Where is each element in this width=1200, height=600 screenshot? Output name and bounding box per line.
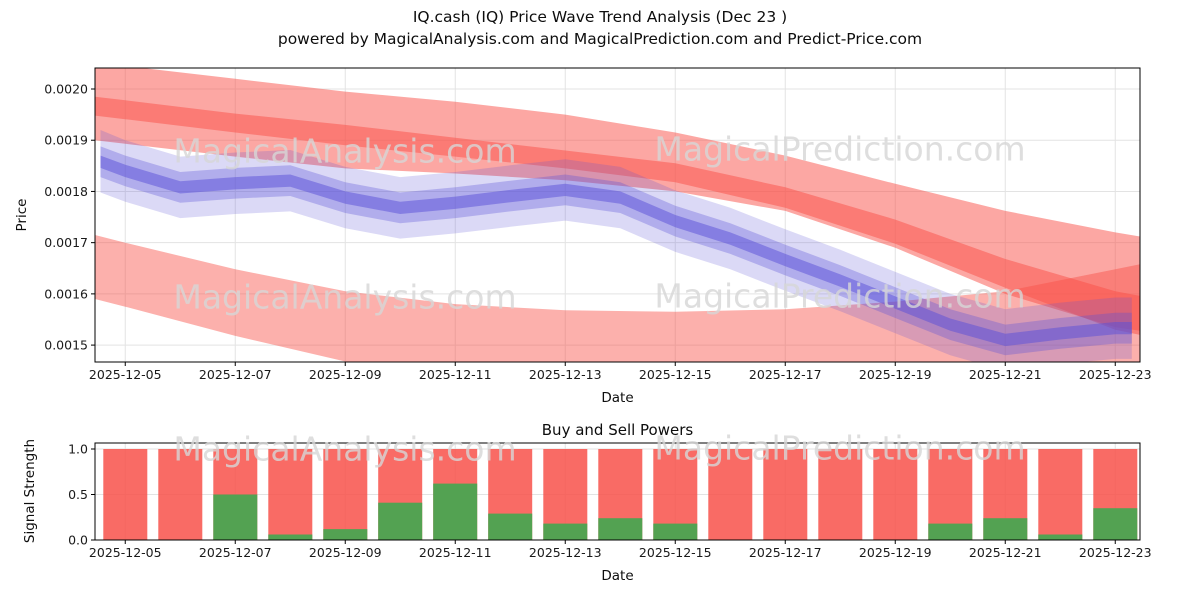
watermark-magicalanalysis-mid: MagicalAnalysis.com [173, 277, 517, 317]
buy-power-bar [1093, 508, 1138, 540]
bar-chart-title: Buy and Sell Powers [541, 421, 694, 439]
gridlines [95, 68, 1140, 362]
x-tick-label: 2025-12-11 [419, 367, 492, 382]
x-tick-label: 2025-12-19 [859, 367, 932, 382]
y-tick-label: 0.0 [68, 533, 88, 548]
red-upper-forecast-band [95, 68, 1140, 331]
x-tick-label: 2025-12-15 [639, 367, 712, 382]
y-tick-label: 0.0018 [44, 184, 88, 199]
buy-power-bar [378, 502, 423, 540]
sell-power-bar [378, 449, 423, 540]
y-tick-label: 0.0017 [44, 235, 88, 250]
watermark-magicalanalysis-top: MagicalAnalysis.com [173, 131, 517, 171]
x-tick-label: 2025-12-07 [199, 367, 272, 382]
gridlines [95, 443, 1140, 541]
blue-mid-wave-band [100, 146, 1132, 356]
x-tick-label: 2025-12-23 [1079, 545, 1152, 560]
x-tick-label: 2025-12-21 [969, 545, 1042, 560]
signal-bars [103, 449, 1138, 540]
y-tick-label: 1.0 [68, 442, 88, 457]
sell-power-bar [1093, 449, 1138, 540]
x-tick-label: 2025-12-09 [309, 545, 382, 560]
sell-power-bar [543, 449, 588, 540]
trend-bands [95, 68, 1140, 362]
sell-power-bar [103, 449, 148, 540]
y-tick-label: 0.0020 [44, 82, 88, 97]
buy-power-bar [598, 518, 643, 540]
buy-power-bar [543, 523, 588, 540]
x-tick-label: 2025-12-21 [969, 367, 1042, 382]
buy-power-bar [323, 529, 368, 540]
buy-power-bar [1038, 534, 1083, 540]
red-core-trend-band [95, 96, 1140, 335]
x-tick-label: 2025-12-09 [309, 367, 382, 382]
x-tick-label: 2025-12-23 [1079, 367, 1152, 382]
blue-outer-wave-band [100, 130, 1132, 362]
buy-power-bar [488, 513, 533, 540]
x-tick-label: 2025-12-19 [859, 545, 932, 560]
buy-power-bar [433, 483, 478, 540]
y-tick-label: 0.5 [68, 487, 88, 502]
signal-strength-axis-label: Signal Strength [22, 438, 38, 544]
price-axis-label: Price [14, 198, 30, 232]
sell-power-bar [763, 449, 808, 540]
sell-power-bar [598, 449, 643, 540]
plot-frame [94, 442, 1141, 541]
y-tick-label: 0.0019 [44, 133, 88, 148]
sell-power-bar [708, 449, 753, 540]
plot-frame [94, 67, 1141, 363]
sell-power-bar [653, 449, 698, 540]
x-tick-label: 2025-12-05 [89, 545, 162, 560]
sell-power-bar [983, 449, 1028, 540]
sell-power-bar [928, 449, 973, 540]
buy-power-bar [928, 523, 973, 540]
sell-power-bar [433, 449, 478, 540]
buy-power-bar [653, 523, 698, 540]
x-tick-label: 2025-12-17 [749, 367, 822, 382]
sell-power-bar [323, 449, 368, 540]
chart-subtitle: powered by MagicalAnalysis.com and Magic… [277, 30, 923, 48]
sell-power-bar [213, 449, 258, 540]
sell-power-bar [268, 449, 313, 540]
chart-title: IQ.cash (IQ) Price Wave Trend Analysis (… [412, 8, 788, 26]
sell-power-bar [158, 449, 203, 540]
red-lower-forecast-band [95, 235, 1140, 362]
buy-power-bar [268, 534, 313, 540]
sell-power-bar [818, 449, 863, 540]
watermark-magicalprediction-mid: MagicalPrediction.com [654, 276, 1026, 316]
date-axis-label-top: Date [601, 390, 634, 406]
watermark-magicalprediction-top: MagicalPrediction.com [654, 129, 1026, 169]
y-tick-label: 0.0015 [44, 338, 88, 353]
buy-power-bar [983, 518, 1028, 540]
sell-power-bar [488, 449, 533, 540]
x-tick-label: 2025-12-05 [89, 367, 162, 382]
sell-power-bar [873, 449, 918, 540]
buy-power-bar [213, 494, 258, 540]
x-tick-label: 2025-12-15 [639, 545, 712, 560]
blue-core-wave-band [100, 155, 1132, 347]
x-tick-label: 2025-12-11 [419, 545, 492, 560]
x-tick-label: 2025-12-13 [529, 367, 602, 382]
y-tick-label: 0.0016 [44, 286, 88, 301]
date-axis-label-bottom: Date [601, 568, 634, 584]
x-tick-label: 2025-12-13 [529, 545, 602, 560]
x-tick-label: 2025-12-07 [199, 545, 272, 560]
sell-power-bar [1038, 449, 1083, 540]
x-tick-label: 2025-12-17 [749, 545, 822, 560]
